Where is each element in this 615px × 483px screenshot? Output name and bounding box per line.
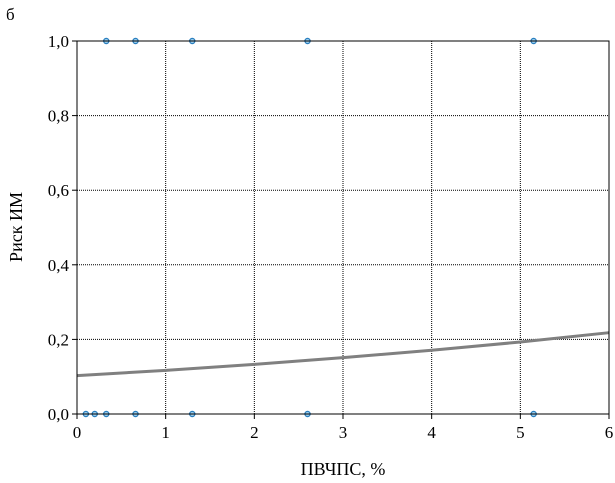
x-tick-label: 5 [516,423,525,442]
y-tick-label: 0,8 [48,107,69,126]
panel-label: б [6,5,15,24]
x-tick-label: 0 [73,423,82,442]
x-tick-label: 6 [605,423,614,442]
grid [77,41,609,414]
x-tick-label: 4 [427,423,436,442]
y-tick-labels: 0,0 0,2 0,4 0,6 0,8 1,0 [48,32,70,424]
y-tick-label: 1,0 [48,32,69,51]
y-tick-label: 0,2 [48,330,69,349]
y-axis-title: Риск ИМ [6,192,26,262]
y-tick-label: 0,6 [48,181,69,200]
x-tick-label: 3 [339,423,348,442]
y-tick-label: 0,4 [48,256,70,275]
y-tick-label: 0,0 [48,405,69,424]
fitted-curve [76,331,610,378]
x-axis-title: ПВЧПС, % [301,459,386,479]
x-tick-labels: 0 1 2 3 4 5 6 [73,423,614,442]
fitted-curve-group [76,331,610,378]
x-tick-label: 1 [161,423,170,442]
axes [72,40,610,419]
x-tick-label: 2 [250,423,259,442]
